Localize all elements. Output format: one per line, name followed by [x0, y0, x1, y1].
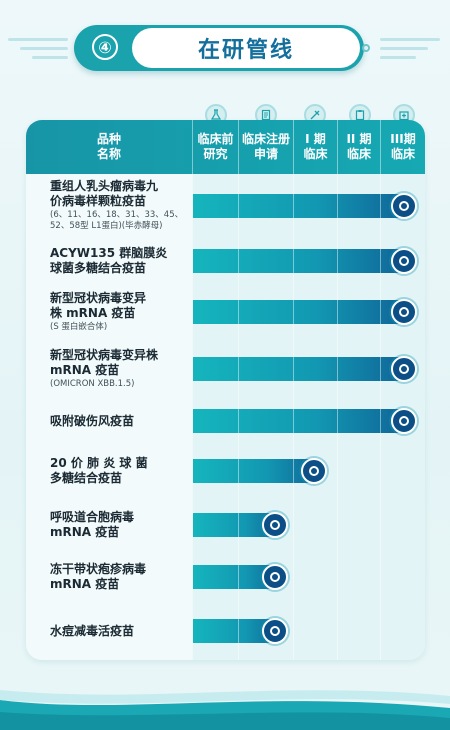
product-name-cell: 呼吸道合胞病毒 mRNA 疫苗 — [26, 498, 192, 552]
progress-bar — [193, 458, 327, 484]
header-phase-3: III期 临床 — [390, 132, 416, 161]
header-registration: 临床注册 申请 — [241, 132, 290, 161]
product-name-cell: 吸附破伤风疫苗 — [26, 398, 192, 444]
product-name-cell: 冻干带状疱疹病毒 mRNA 疫苗 — [26, 552, 192, 602]
progress-bar — [193, 193, 417, 219]
table-row: 吸附破伤风疫苗 — [26, 398, 425, 445]
table-row: 水痘减毒活疫苗 — [26, 602, 425, 660]
column-divider — [192, 120, 193, 660]
header-phase-2: II 期 临床 — [346, 132, 372, 161]
progress-knob — [262, 618, 288, 644]
product-name-cell: 水痘减毒活疫苗 — [26, 602, 192, 660]
progress-bar — [193, 512, 288, 538]
progress-knob — [262, 512, 288, 538]
column-divider — [293, 120, 294, 660]
product-name: 新型冠状病毒变异 株 mRNA 疫苗 — [50, 291, 147, 320]
table-row: 20 价 肺 炎 球 菌 多糖结合疫苗 — [26, 444, 425, 499]
decorative-lines-right — [380, 38, 442, 68]
progress-bar — [193, 299, 417, 325]
product-name: 吸附破伤风疫苗 — [50, 413, 135, 428]
progress-knob — [262, 564, 288, 590]
product-name: 呼吸道合胞病毒 mRNA 疫苗 — [50, 510, 135, 539]
product-name: 冻干带状疱疹病毒 mRNA 疫苗 — [50, 562, 147, 591]
table-row: 新型冠状病毒变异株 mRNA 疫苗 (OMICRON XBB.1.5) — [26, 340, 425, 399]
progress-bar — [193, 618, 288, 644]
product-note: (OMICRON XBB.1.5) — [50, 379, 135, 389]
header-preclinical: 临床前 研究 — [197, 132, 234, 161]
background-wave — [0, 660, 450, 730]
product-name-cell: 新型冠状病毒变异株 mRNA 疫苗 (OMICRON XBB.1.5) — [26, 340, 192, 398]
progress-knob — [301, 458, 327, 484]
column-divider — [238, 120, 239, 660]
header-phase-1: I 期 临床 — [303, 132, 328, 161]
table-row: 冻干带状疱疹病毒 mRNA 疫苗 — [26, 552, 425, 603]
product-name: 20 价 肺 炎 球 菌 多糖结合疫苗 — [50, 456, 148, 485]
progress-knob — [391, 408, 417, 434]
product-name: 重组人乳头瘤病毒九 价病毒样颗粒疫苗 — [50, 179, 159, 208]
product-name: ACYW135 群脑膜炎 球菌多糖结合疫苗 — [50, 245, 168, 275]
decorative-lines-left — [8, 38, 70, 68]
progress-knob — [391, 248, 417, 274]
product-name: 水痘减毒活疫苗 — [50, 623, 135, 638]
section-title: 在研管线 — [197, 38, 294, 63]
section-title-pill: ④ 在研管线 — [74, 25, 364, 71]
table-header-row: 品种 名称 临床前 研究 临床注册 申请 I 期 临床 II 期 临床 III期… — [26, 120, 425, 174]
decorative-dot — [362, 44, 370, 52]
product-name-cell: ACYW135 群脑膜炎 球菌多糖结合疫苗 — [26, 237, 192, 284]
progress-bar — [193, 356, 417, 382]
progress-bar — [193, 564, 288, 590]
column-divider — [337, 120, 338, 660]
progress-bar — [193, 408, 417, 434]
table-row: 新型冠状病毒变异 株 mRNA 疫苗 (S 蛋白嵌合体) — [26, 284, 425, 341]
product-name-cell: 新型冠状病毒变异 株 mRNA 疫苗 (S 蛋白嵌合体) — [26, 284, 192, 340]
product-name-cell: 20 价 肺 炎 球 菌 多糖结合疫苗 — [26, 444, 192, 498]
progress-knob — [391, 299, 417, 325]
product-name: 新型冠状病毒变异株 mRNA 疫苗 — [50, 348, 159, 377]
product-note: (S 蛋白嵌合体) — [50, 322, 108, 332]
product-note: (6、11、16、18、31、33、45、 52、58型 L1蛋白)(毕赤酵母) — [50, 210, 184, 231]
header-banner: ④ 在研管线 — [0, 0, 450, 100]
progress-knob — [391, 356, 417, 382]
progress-bar — [193, 248, 417, 274]
header-product-name: 品种 名称 — [96, 132, 121, 161]
progress-knob — [391, 193, 417, 219]
pipeline-table: 品种 名称 临床前 研究 临床注册 申请 I 期 临床 II 期 临床 III期… — [26, 120, 425, 660]
table-row: ACYW135 群脑膜炎 球菌多糖结合疫苗 — [26, 237, 425, 285]
table-row: 重组人乳头瘤病毒九 价病毒样颗粒疫苗 (6、11、16、18、31、33、45、 … — [26, 174, 425, 238]
table-row: 呼吸道合胞病毒 mRNA 疫苗 — [26, 498, 425, 553]
column-divider — [380, 120, 381, 660]
section-number-badge: ④ — [92, 34, 118, 60]
product-name-cell: 重组人乳头瘤病毒九 价病毒样颗粒疫苗 (6、11、16、18、31、33、45、 … — [26, 174, 192, 237]
